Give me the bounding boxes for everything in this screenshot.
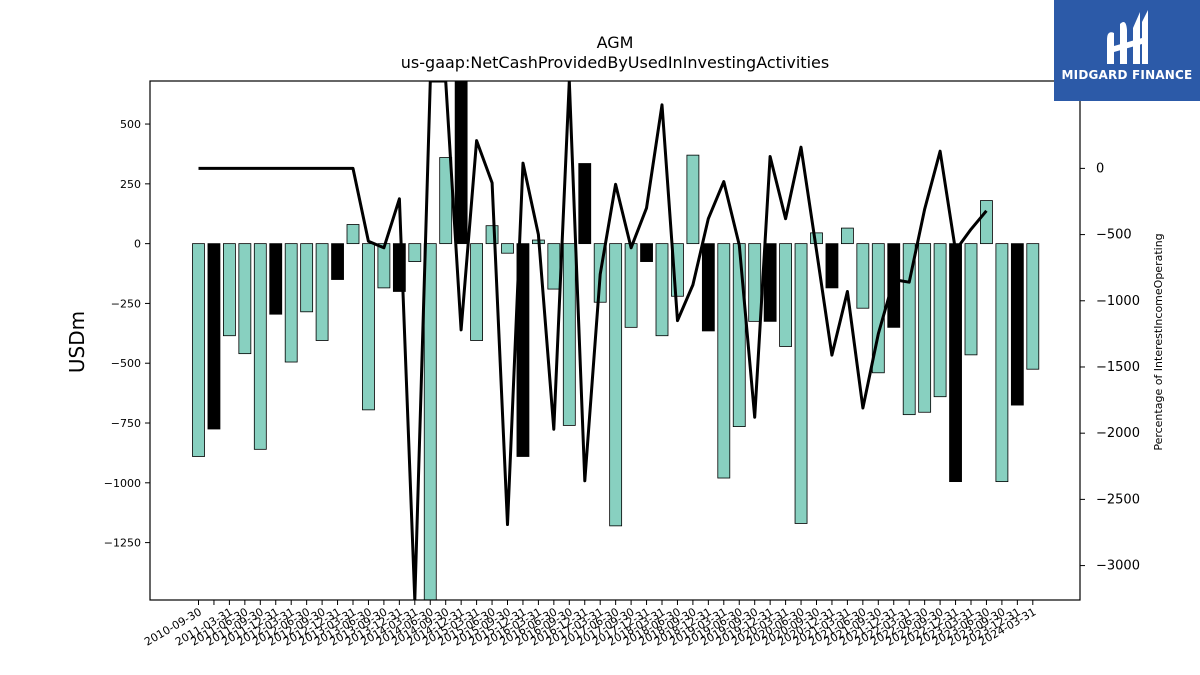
bar: [949, 243, 962, 483]
bar: [547, 243, 561, 290]
y2-tick-label: −2000: [1096, 426, 1140, 441]
bar-series: [192, 80, 1040, 601]
bar: [501, 243, 514, 254]
bar: [856, 243, 870, 309]
bar: [686, 154, 700, 245]
y-tick-label: −1000: [104, 477, 141, 490]
bar: [609, 243, 623, 527]
bar: [222, 243, 236, 337]
bar: [655, 243, 669, 337]
y-tick-label: 250: [120, 178, 141, 191]
bar: [995, 243, 1009, 483]
bar: [269, 243, 283, 315]
bar: [1026, 243, 1040, 370]
bar: [964, 243, 978, 356]
bar: [918, 243, 932, 413]
bar: [192, 243, 205, 457]
bar: [315, 243, 329, 341]
chart-title: AGM: [597, 33, 634, 52]
bar: [238, 243, 252, 355]
bar: [640, 243, 653, 262]
bar: [207, 243, 221, 430]
right-y-axis: 0 −500 −1000 −1500 −2000 −2500 −3000: [1080, 161, 1140, 574]
bar: [794, 243, 808, 524]
bar: [362, 243, 375, 411]
y2-tick-label: −1500: [1096, 360, 1140, 375]
bar: [408, 243, 422, 262]
bar: [748, 243, 762, 322]
bar: [779, 243, 792, 347]
y2-axis-label: Percentage of InterestIncomeOperating: [1152, 233, 1165, 450]
logo-mark-icon: [1107, 10, 1148, 64]
line-series: [198, 81, 988, 600]
line-path: [198, 81, 988, 600]
y-tick-label: 500: [120, 118, 141, 131]
bar: [346, 224, 360, 245]
y2-tick-label: −3000: [1096, 559, 1140, 574]
bar: [933, 243, 947, 398]
y-axis-label: USDm: [65, 311, 89, 373]
bar: [423, 243, 437, 601]
bar: [624, 243, 638, 328]
bar: [253, 243, 267, 450]
bar: [841, 227, 854, 245]
bar: [825, 243, 839, 289]
bar: [887, 243, 901, 328]
bar: [578, 163, 592, 245]
bar: [516, 243, 530, 457]
chart-subtitle: us-gaap:NetCashProvidedByUsedInInvesting…: [401, 53, 829, 72]
bar: [284, 243, 298, 363]
y2-tick-label: 0: [1096, 161, 1104, 176]
y2-tick-label: −500: [1096, 228, 1132, 243]
y2-tick-label: −1000: [1096, 294, 1140, 309]
bar: [377, 243, 391, 289]
y-tick-label: −750: [111, 417, 141, 430]
y-tick-label: −250: [111, 297, 141, 310]
bar: [331, 243, 344, 280]
bar: [485, 225, 499, 245]
bar: [1010, 243, 1024, 406]
bar: [717, 243, 731, 479]
bar: [454, 80, 468, 245]
y-tick-label: −500: [111, 357, 141, 370]
x-axis: 2010-09-302011-03-312011-06-302011-09-30…: [142, 600, 1038, 649]
plot-frame: [149, 80, 1081, 601]
y-tick-label: −1250: [104, 537, 141, 550]
bar: [763, 243, 777, 322]
bar: [470, 243, 484, 341]
y-tick-label: 0: [134, 238, 141, 251]
bar: [980, 200, 993, 245]
bar: [300, 243, 314, 313]
midgard-finance-logo: MIDGARD FINANCE: [1054, 0, 1200, 101]
bar: [562, 243, 576, 426]
logo-text: MIDGARD FINANCE: [1061, 68, 1193, 82]
y2-tick-label: −2500: [1096, 492, 1140, 507]
bar: [701, 243, 715, 332]
bar: [902, 243, 916, 416]
bar: [732, 243, 746, 428]
left-y-axis: 500 250 0 −250 −500 −750 −1000 −1250: [104, 118, 150, 550]
